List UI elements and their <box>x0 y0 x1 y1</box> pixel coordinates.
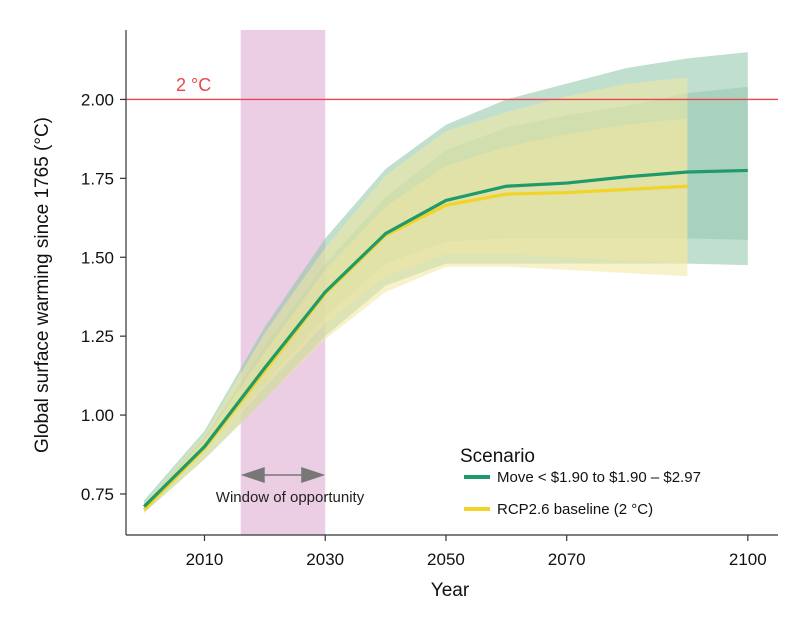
series-lines <box>142 168 748 511</box>
x-axis-title: Year <box>431 580 470 601</box>
legend-label-move: Move < $1.90 to $1.90 – $2.97 <box>497 469 701 486</box>
x-tick-label: 2030 <box>306 550 344 569</box>
x-tick-label: 2050 <box>427 550 465 569</box>
series-1-inner-band <box>144 118 688 512</box>
legend-label-rcp26: RCP2.6 baseline (2 °C) <box>497 501 653 518</box>
uncertainty-bands <box>144 52 748 513</box>
y-tick-label: 0.75 <box>81 485 114 504</box>
window-arrow-left-head <box>240 467 265 483</box>
y-tick-label: 1.25 <box>81 327 114 346</box>
y-tick-label: 1.50 <box>81 248 114 267</box>
axes: 0.75 1.00 1.25 1.50 1.75 2.00 2010 2030 2050 2070… <box>81 30 778 569</box>
legend: Scenario Move < $1.90 to $1.90 – $2.97 R… <box>460 446 701 518</box>
x-tick-label: 2070 <box>548 550 586 569</box>
y-axis-title: Global surface warming since 1765 (°C) <box>32 117 53 453</box>
y-tick-label: 2.00 <box>81 90 114 109</box>
legend-title: Scenario <box>460 446 535 467</box>
window-label: Window of opportunity <box>216 489 365 506</box>
series-0-line <box>142 168 748 508</box>
y-tick-label: 1.75 <box>81 169 114 188</box>
threshold-label: 2 °C <box>176 75 211 95</box>
window-arrow-right-head <box>301 467 326 483</box>
x-tick-label: 2010 <box>186 550 224 569</box>
series-1-outer-band <box>144 77 688 513</box>
x-tick-label: 2100 <box>729 550 767 569</box>
y-tick-label: 1.00 <box>81 406 114 425</box>
